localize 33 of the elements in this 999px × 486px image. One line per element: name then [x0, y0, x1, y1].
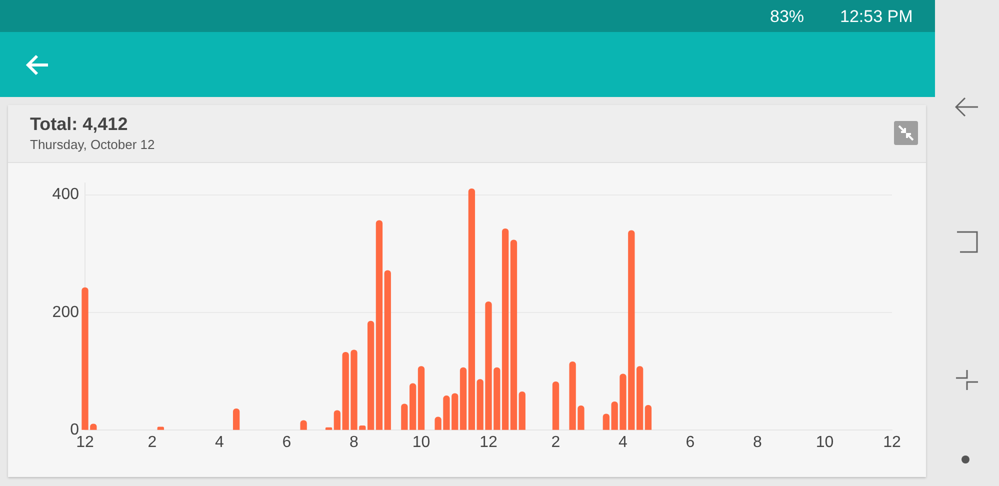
x-tick-label: 12: [883, 434, 901, 452]
bar: [636, 366, 644, 430]
chart-subtitle: Thursday, October 12: [30, 137, 155, 152]
x-tick-label: 2: [148, 434, 157, 452]
y-tick-label: 400: [52, 186, 80, 204]
bar: [334, 410, 341, 430]
bar: [644, 404, 652, 430]
bar: [376, 220, 383, 430]
bar: [468, 188, 476, 430]
text: 12:53 PM: [840, 7, 913, 27]
x-tick-label: 4: [215, 434, 224, 452]
x-tick-label: 12: [480, 434, 498, 452]
bar: [502, 228, 509, 430]
x-tick-label: 4: [618, 434, 628, 452]
x-tick-label: 10: [816, 434, 834, 452]
bar: [418, 366, 425, 430]
x-tick-label: 2: [551, 434, 560, 452]
x-tick-label: 6: [282, 434, 292, 452]
bar: [232, 408, 240, 430]
bar: [552, 381, 560, 430]
bar: [510, 240, 518, 430]
x-tick-label: 8: [350, 434, 359, 452]
text: 83%: [770, 7, 804, 27]
bar: [367, 320, 374, 430]
bar: [602, 414, 610, 430]
x-tick-label: 8: [753, 434, 762, 452]
x-tick-label: 6: [686, 434, 695, 452]
bar: [384, 270, 391, 430]
x-tick-label: 10: [412, 434, 430, 452]
bar: [460, 367, 467, 430]
chart-title: Total: 4,412: [30, 114, 128, 135]
y-tick-label: 200: [52, 304, 80, 321]
bar: [518, 391, 526, 430]
